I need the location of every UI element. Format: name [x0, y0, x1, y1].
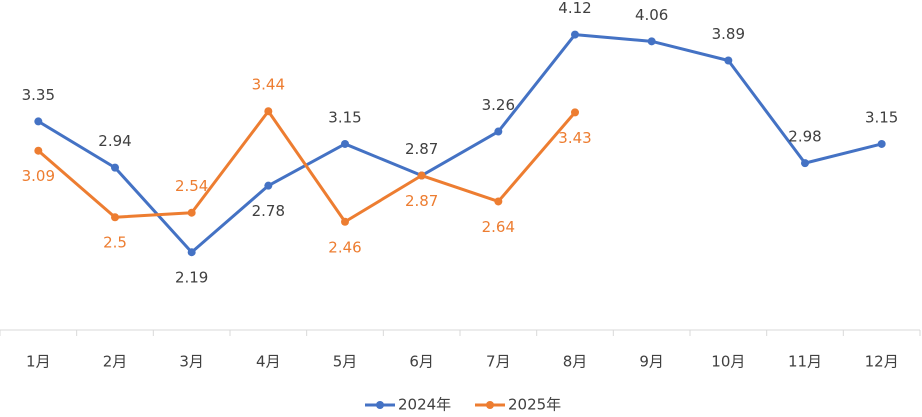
legend-marker [376, 401, 384, 409]
point [494, 127, 503, 136]
data-label: 3.26 [482, 96, 515, 114]
x-tick-label: 10月 [711, 353, 745, 371]
x-tick-label: 5月 [333, 353, 358, 371]
point [264, 107, 273, 116]
data-label: 2.64 [482, 218, 515, 236]
x-tick-label: 12月 [865, 353, 899, 371]
data-label: 2.46 [328, 238, 361, 256]
series-line [37, 109, 577, 224]
point [111, 213, 119, 222]
point [187, 208, 196, 217]
data-label: 2.87 [405, 192, 438, 210]
legend-label: 2024年 [398, 396, 451, 414]
point [724, 56, 733, 65]
point [187, 248, 196, 257]
data-label: 2.5 [103, 234, 127, 252]
point [264, 181, 273, 190]
point [571, 30, 579, 39]
data-label: 2.98 [788, 128, 821, 146]
point [417, 171, 426, 180]
x-tick-label: 6月 [409, 353, 434, 371]
data-label: 4.12 [558, 0, 591, 17]
data-label: 3.15 [865, 108, 898, 126]
x-tick-label: 11月 [788, 353, 822, 371]
x-tick-label: 8月 [563, 353, 588, 371]
data-label: 2.54 [175, 177, 208, 195]
data-label: 3.89 [712, 25, 745, 43]
point [877, 139, 886, 148]
series-line [37, 33, 883, 254]
data-label: 3.44 [252, 76, 285, 94]
data-label: 2.78 [252, 202, 285, 220]
x-tick-label: 9月 [639, 353, 664, 371]
point [494, 197, 503, 206]
point [341, 217, 349, 226]
data-label: 3.15 [328, 108, 361, 126]
legend-marker [486, 401, 494, 409]
point [647, 37, 656, 46]
point [801, 159, 809, 168]
data-label: 3.09 [22, 167, 55, 185]
x-tick-label: 7月 [486, 353, 511, 371]
x-tick-label: 2月 [103, 353, 128, 371]
data-label: 3.35 [22, 86, 55, 104]
x-tick-label: 1月 [26, 353, 51, 371]
x-tick-label: 3月 [179, 353, 204, 371]
legend-label: 2025年 [508, 396, 561, 414]
point [111, 163, 119, 172]
point [571, 108, 579, 117]
x-tick-label: 4月 [256, 353, 281, 371]
point [34, 146, 43, 155]
point [34, 117, 43, 126]
data-label: 4.06 [635, 6, 668, 24]
data-label: 2.19 [175, 269, 208, 287]
data-label: 2.87 [405, 140, 438, 158]
point [341, 139, 349, 148]
data-label: 3.43 [558, 129, 591, 147]
data-label: 2.94 [98, 132, 131, 150]
